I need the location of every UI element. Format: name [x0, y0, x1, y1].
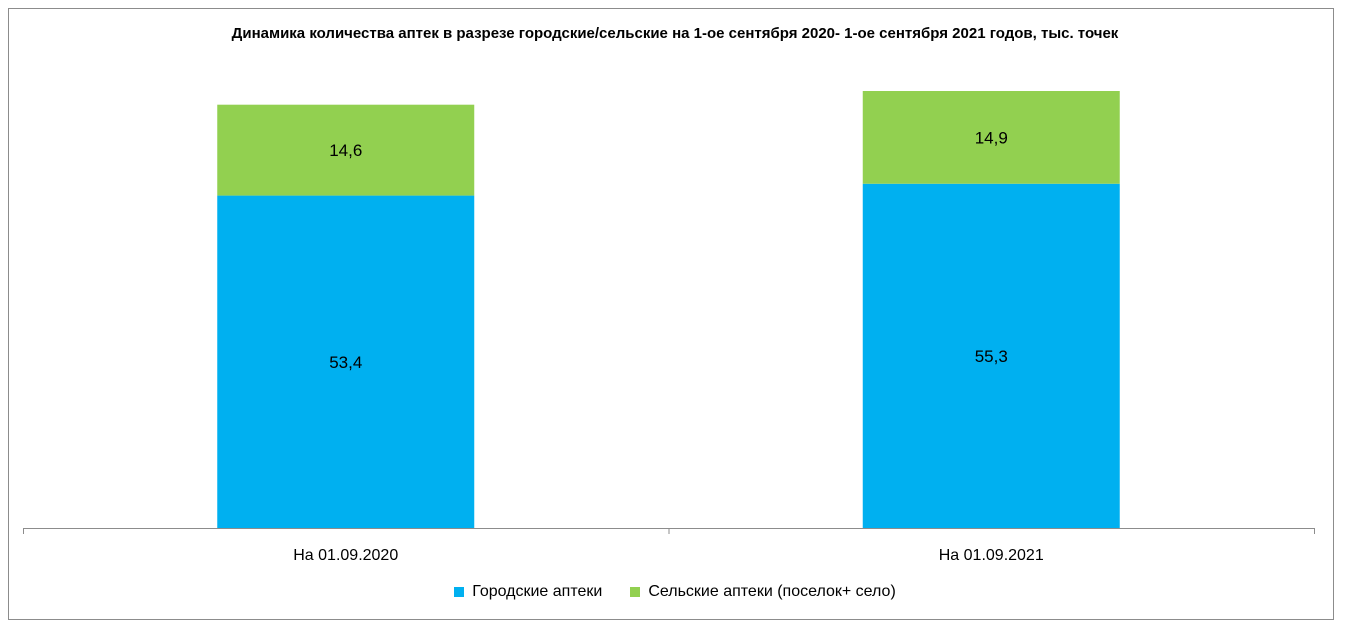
legend-swatch-rural: [630, 587, 641, 597]
bar-rural-2: [862, 91, 1120, 184]
legend-label-rural: Сельские аптеки (поселок+ село): [648, 583, 896, 600]
chart-title: Динамика количества аптек в разрезе горо…: [231, 25, 1119, 42]
legend-label-urban: Городские аптеки: [472, 583, 603, 600]
legend: Городские аптеки Сельские аптеки (посело…: [0, 583, 1350, 601]
bar-rural-1: [217, 104, 475, 196]
data-label-rural-2: 14,9: [975, 128, 1008, 147]
legend-item-rural: Сельские аптеки (поселок+ село): [630, 583, 896, 601]
x-axis: На 01.09.2020 На 01.09.2021: [23, 528, 1315, 564]
bar-urban-2: [862, 183, 1120, 529]
bar-urban-1: [217, 195, 475, 529]
data-labels-layer: 53,4 14,6 55,3 14,9: [329, 128, 1008, 371]
x-tick-label-2: На 01.09.2021: [939, 547, 1044, 564]
data-label-urban-1: 53,4: [329, 353, 362, 372]
legend-item-urban: Городские аптеки: [454, 583, 602, 601]
data-label-urban-2: 55,3: [975, 347, 1008, 366]
x-tick-label-1: На 01.09.2020: [293, 547, 398, 564]
bars-layer: [217, 91, 1120, 529]
legend-swatch-urban: [454, 587, 465, 597]
data-label-rural-1: 14,6: [329, 141, 362, 160]
